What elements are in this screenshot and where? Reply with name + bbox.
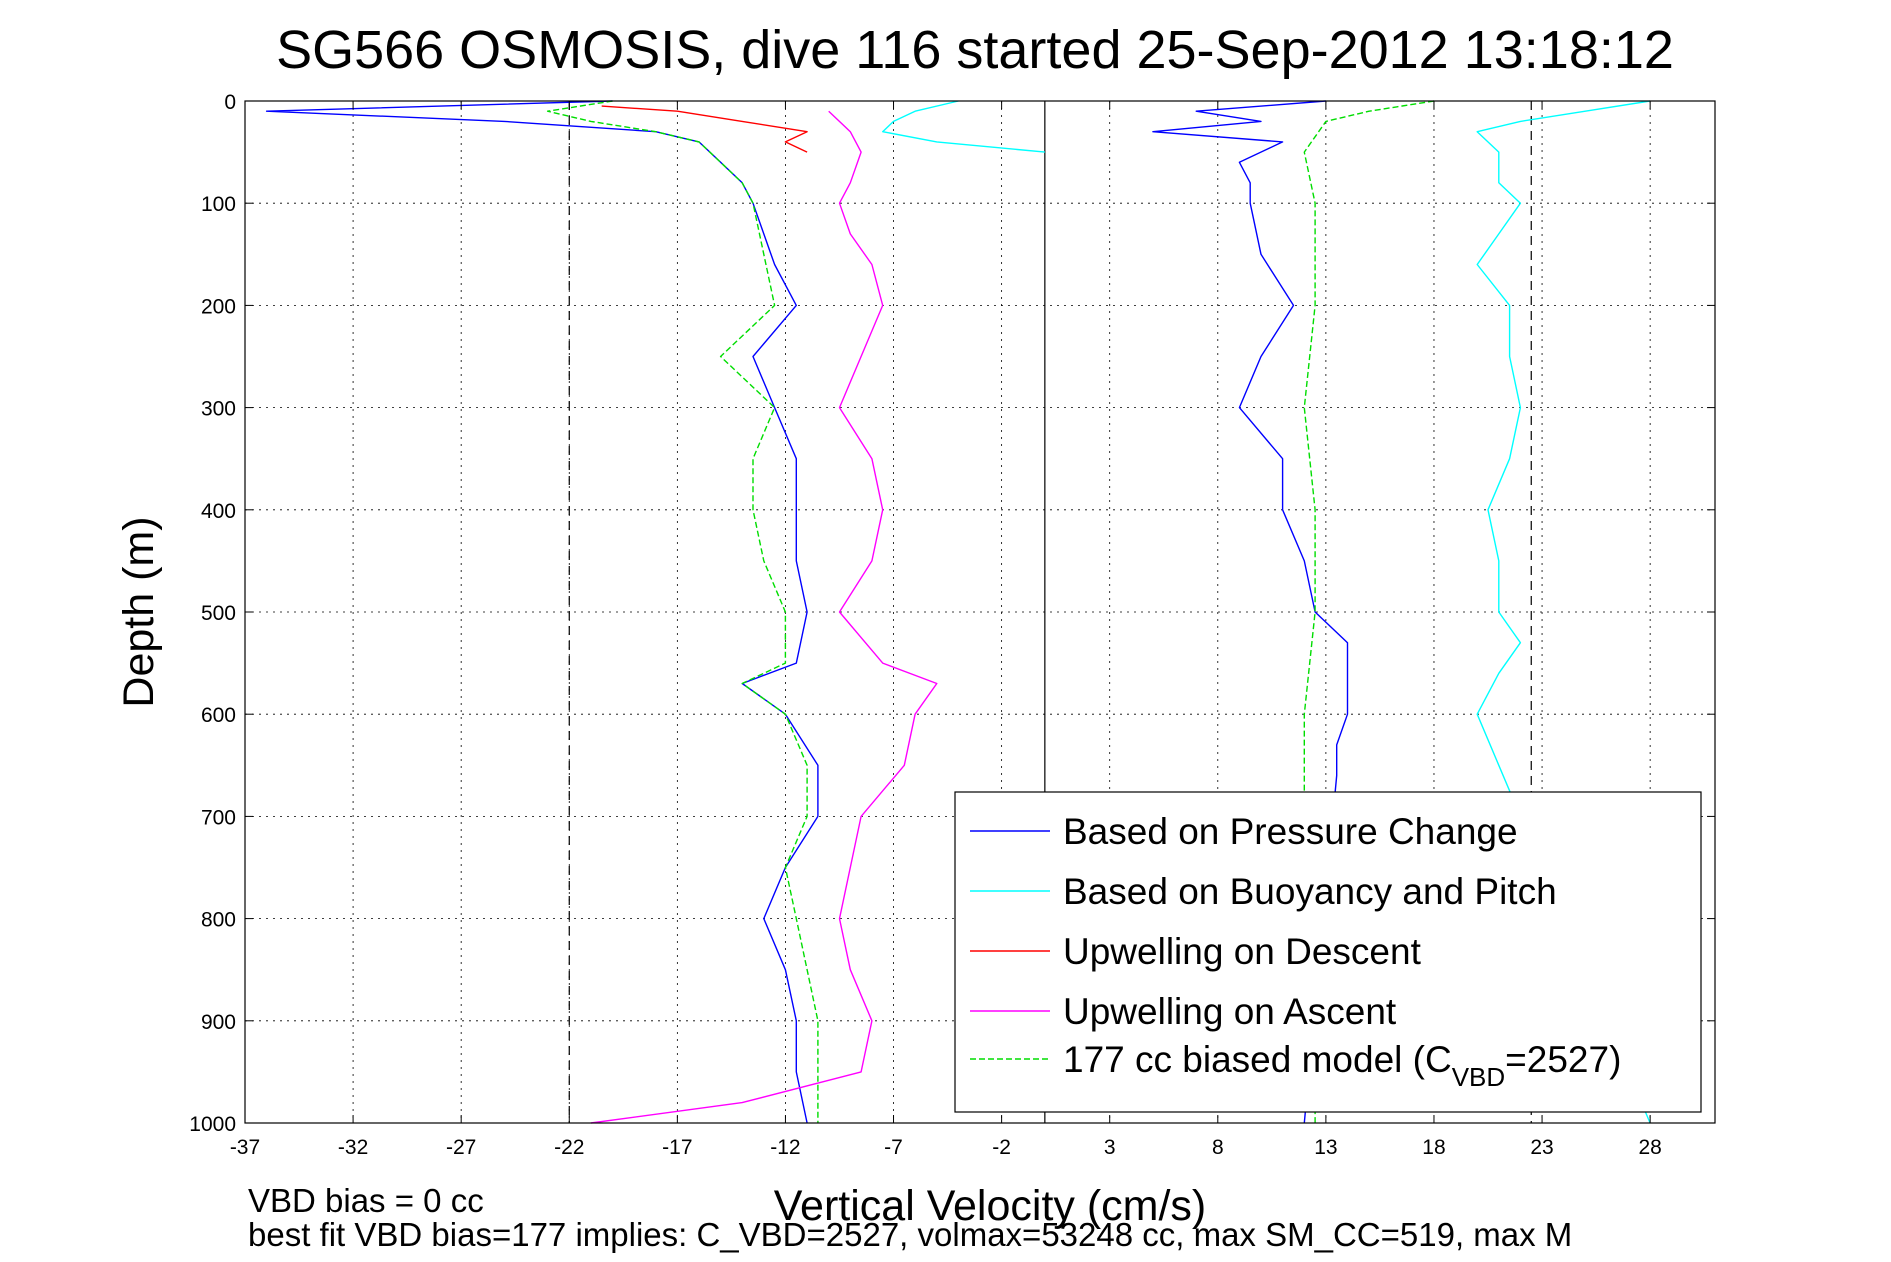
x-tick-label: -17 — [662, 1136, 692, 1159]
series-based-on-buoyancy-and-pitch — [882, 100, 1651, 1124]
note-best-fit: best fit VBD bias=177 implies: C_VBD=252… — [248, 1216, 1572, 1253]
legend-label: Based on Pressure Change — [1063, 811, 1518, 852]
x-axis-label: Vertical Velocity (cm/s) — [774, 1182, 1207, 1230]
y-axis-label: Depth (m) — [115, 516, 163, 707]
y-tick-label: 200 — [201, 295, 236, 318]
series-layer — [265, 100, 1651, 1124]
x-tick-label: -7 — [884, 1136, 903, 1159]
x-tick-label: 3 — [1104, 1136, 1116, 1159]
y-tick-label: 700 — [201, 806, 236, 829]
series-line — [601, 105, 808, 153]
y-tick-label: 100 — [201, 193, 236, 216]
y-tick-label: 1000 — [189, 1113, 236, 1136]
series-line — [590, 110, 938, 1124]
legend-label: Upwelling on Descent — [1063, 931, 1422, 972]
series-upwelling-on-ascent — [590, 110, 938, 1124]
series-line — [1476, 100, 1651, 1124]
y-axis: 0 100 200 300 400 500 600 700 800 900 1000 — [189, 91, 1715, 1136]
note-vbd-bias: VBD bias = 0 cc — [248, 1182, 484, 1219]
legend-label: Upwelling on Ascent — [1063, 991, 1397, 1032]
x-axis: -37 -32 -27 -22 -17 -12 -7 -2 3 8 13 18 23 28 — [230, 101, 1662, 1159]
legend: Based on Pressure Change Based on Buoyanc… — [954, 791, 1702, 1113]
series-line — [1152, 100, 1349, 1124]
x-tick-label: 8 — [1212, 1136, 1224, 1159]
x-tick-label: -22 — [554, 1136, 584, 1159]
legend-label: Based on Buoyancy and Pitch — [1063, 871, 1557, 912]
y-tick-label: 0 — [224, 91, 236, 114]
y-tick-label: 300 — [201, 398, 236, 421]
chart-title: SG566 OSMOSIS, dive 116 started 25-Sep-2… — [276, 20, 1674, 80]
x-tick-label: -2 — [992, 1136, 1011, 1159]
x-tick-label: 28 — [1638, 1136, 1661, 1159]
x-tick-label: 18 — [1422, 1136, 1445, 1159]
legend-box — [954, 791, 1702, 1113]
y-tick-label: 500 — [201, 602, 236, 625]
legend-label: 177 cc biased model (CVBD=2527) — [1063, 1039, 1621, 1092]
y-tick-label: 400 — [201, 500, 236, 523]
x-tick-label: 23 — [1530, 1136, 1553, 1159]
y-tick-label: 600 — [201, 704, 236, 727]
x-tick-label: -12 — [770, 1136, 800, 1159]
series-line — [546, 100, 819, 1123]
y-tick-label: 900 — [201, 1011, 236, 1034]
series-upwelling-on-descent — [601, 105, 808, 153]
x-tick-label: -37 — [230, 1136, 260, 1159]
x-tick-label: -27 — [446, 1136, 476, 1159]
series-line — [882, 100, 1045, 153]
y-tick-label: 800 — [201, 909, 236, 932]
x-tick-label: 13 — [1314, 1136, 1337, 1159]
x-tick-label: -32 — [338, 1136, 368, 1159]
